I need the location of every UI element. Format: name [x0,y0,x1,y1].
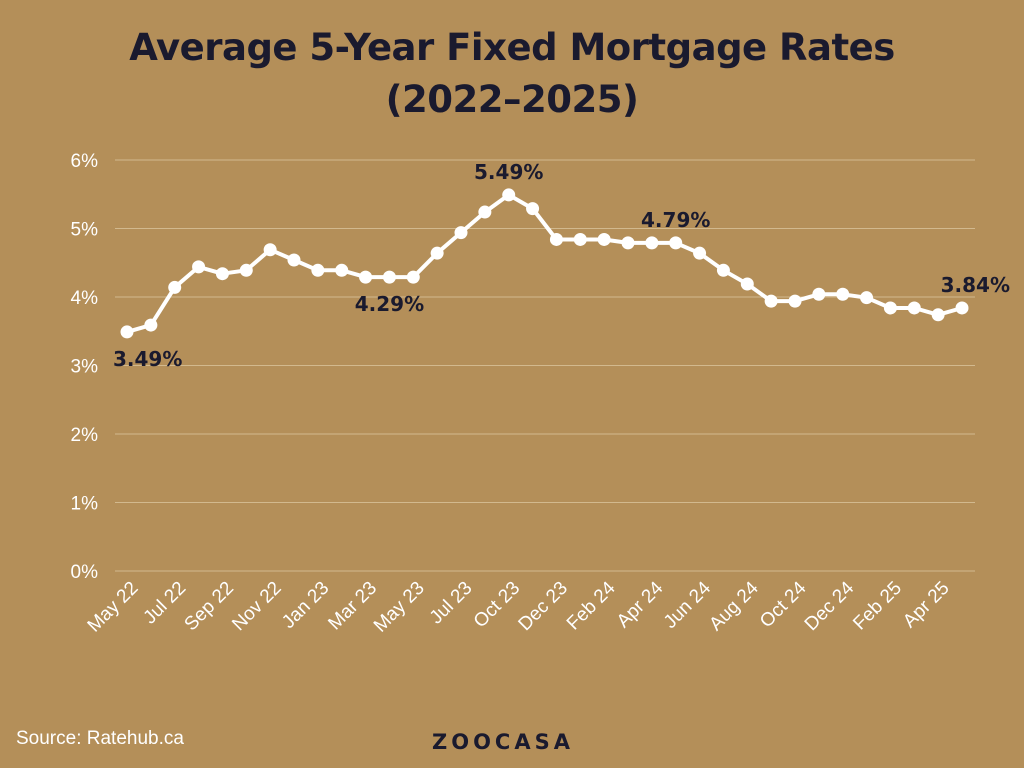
data-point [192,260,206,274]
data-point [716,263,730,277]
data-point [335,263,349,277]
chart-title-line-1: Average 5-Year Fixed Mortgage Rates [129,26,895,69]
data-point [502,188,516,202]
x-tick-label: Feb 24 [563,577,620,634]
data-label: 3.84% [941,273,1010,297]
x-tick-label: Dec 23 [515,578,572,635]
source-note: Source: Ratehub.ca [16,728,184,749]
data-point [669,236,683,250]
y-tick-label: 5% [71,220,99,241]
data-label: 3.49% [113,347,182,371]
x-tick-label: Apr 24 [613,577,668,632]
x-tick-label: Feb 25 [849,578,906,635]
data-point [120,325,134,339]
x-tick-label: Sep 22 [181,578,238,635]
data-point [215,267,229,281]
data-point [144,318,158,332]
x-tick-label: Dec 24 [801,577,859,635]
x-tick-label: May 22 [84,578,143,637]
data-point [263,243,277,257]
data-point [430,246,444,260]
data-point [931,308,945,322]
x-tick-label: Oct 24 [756,577,811,632]
data-point [788,294,802,308]
data-point [311,263,325,277]
x-tick-label: Nov 22 [228,578,285,635]
x-tick-label: May 23 [370,578,429,637]
y-tick-label: 0% [71,562,99,583]
data-point [836,287,850,301]
x-tick-label: Oct 23 [470,578,524,632]
x-tick-label: Jun 24 [660,577,715,632]
data-point [860,291,874,305]
data-point [645,236,659,250]
data-point [406,270,420,284]
data-point [907,301,921,315]
zoocasa-logo: ZOOCASA [432,730,574,754]
data-label: 4.29% [355,292,424,316]
y-tick-label: 4% [71,288,99,309]
data-point [478,205,492,219]
y-tick-label: 6% [71,151,99,172]
data-point [883,301,897,315]
data-point [168,280,182,294]
data-point [740,277,754,291]
y-tick-label: 2% [71,425,99,446]
x-tick-label: Mar 23 [324,578,381,635]
data-point [621,236,635,250]
data-point [764,294,778,308]
chart-title: Average 5-Year Fixed Mortgage Rates (202… [0,22,1024,126]
data-point [382,270,396,284]
x-tick-label: Jul 23 [426,578,477,629]
data-point [454,226,468,240]
data-point [549,232,563,246]
x-tick-label: Jan 23 [278,578,333,633]
data-point [573,232,587,246]
series-line [125,192,964,334]
data-point [287,253,301,267]
data-point [955,301,969,315]
data-point [359,270,373,284]
data-point [597,232,611,246]
data-point [812,287,826,301]
data-label: 5.49% [474,160,543,184]
data-point [239,263,253,277]
data-point [693,246,707,260]
data-point [526,202,540,216]
x-tick-label: Apr 25 [899,578,953,632]
data-label: 4.79% [641,208,710,232]
y-tick-label: 1% [71,494,99,515]
x-tick-label: Aug 24 [705,577,763,635]
chart-title-line-2: (2022–2025) [385,78,639,121]
y-tick-label: 3% [71,357,99,378]
